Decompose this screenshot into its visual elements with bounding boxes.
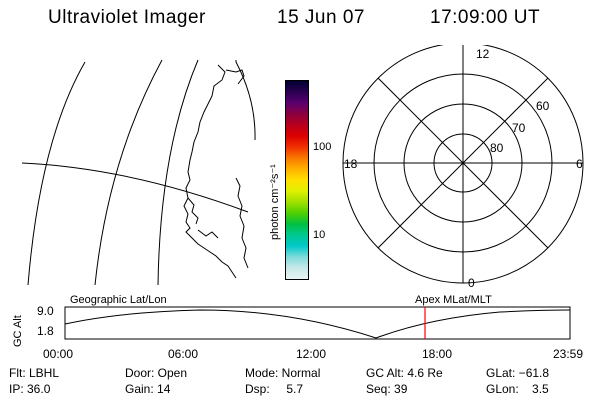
mlat-label-70: 70: [512, 121, 526, 135]
info-gain: Gain: 14: [125, 382, 171, 396]
colorbar-tick-100: 100: [313, 141, 332, 153]
timeline-frame: [64, 306, 571, 340]
mlt-label-18: 18: [344, 157, 358, 171]
coastline: [183, 64, 237, 279]
altitude-curve: [64, 309, 571, 339]
colorbar: [285, 80, 309, 280]
info-gc-alt: GC Alt: 4.6 Re: [366, 366, 443, 380]
info-mode: Mode: Normal: [245, 366, 321, 380]
info-seq: Seq: 39: [366, 382, 408, 396]
coastline: [187, 197, 199, 225]
polar-diagonal: [377, 77, 549, 249]
coastline: [225, 69, 245, 85]
mlt-label-6: 6: [576, 157, 583, 171]
latitude-line: [21, 162, 249, 213]
colorbar-unit-label: photon cm⁻²s⁻¹: [269, 164, 281, 240]
time-label: 17:09:00 UT: [430, 7, 541, 28]
timeline-left-title: Geographic Lat/Lon: [70, 294, 167, 306]
mlt-label-0: 0: [468, 276, 475, 290]
geographic-map: [21, 59, 256, 286]
timeline-tick-1200: 12:00: [296, 347, 327, 361]
coastline: [197, 229, 219, 239]
polar-plot: 12 18 6 0 60 70 80: [342, 45, 584, 290]
coastline: [235, 177, 249, 269]
timeline-y-top: 9.0: [37, 304, 54, 318]
meridian-line: [27, 61, 86, 286]
timeline-plot: [64, 306, 571, 340]
mlt-label-12: 12: [476, 47, 490, 61]
info-glon: GLon: 3.5: [486, 382, 549, 396]
meridian-line: [235, 60, 256, 141]
mlat-label-80: 80: [490, 141, 504, 155]
info-filter: Flt: LBHL: [9, 366, 60, 380]
mlat-label-60: 60: [536, 99, 550, 113]
info-dsp: Dsp: 5.7: [245, 382, 304, 396]
colorbar-tick-10: 10: [313, 229, 326, 241]
timeline-tick-0600: 06:00: [168, 347, 199, 361]
info-door: Door: Open: [125, 366, 188, 380]
info-glat: GLat: −61.8: [486, 366, 550, 380]
timeline-tick-1800: 18:00: [422, 347, 453, 361]
timeline-tick-2359: 23:59: [553, 347, 584, 361]
timeline-tick-0000: 00:00: [43, 347, 74, 361]
svg-text:GC Alt: GC Alt: [12, 315, 24, 347]
date-label: 15 Jun 07: [277, 7, 365, 28]
meridian-line: [94, 59, 163, 286]
instrument-title: Ultraviolet Imager: [48, 7, 206, 28]
svg-text:photon cm⁻²s⁻¹: photon cm⁻²s⁻¹: [269, 164, 281, 240]
info-ip: IP: 36.0: [9, 382, 51, 396]
timeline-y-bottom: 1.8: [37, 324, 54, 338]
timeline-right-title: Apex MLat/MLT: [415, 294, 492, 306]
meridian-line: [157, 59, 199, 286]
timeline-ylabel: GC Alt: [12, 315, 24, 347]
